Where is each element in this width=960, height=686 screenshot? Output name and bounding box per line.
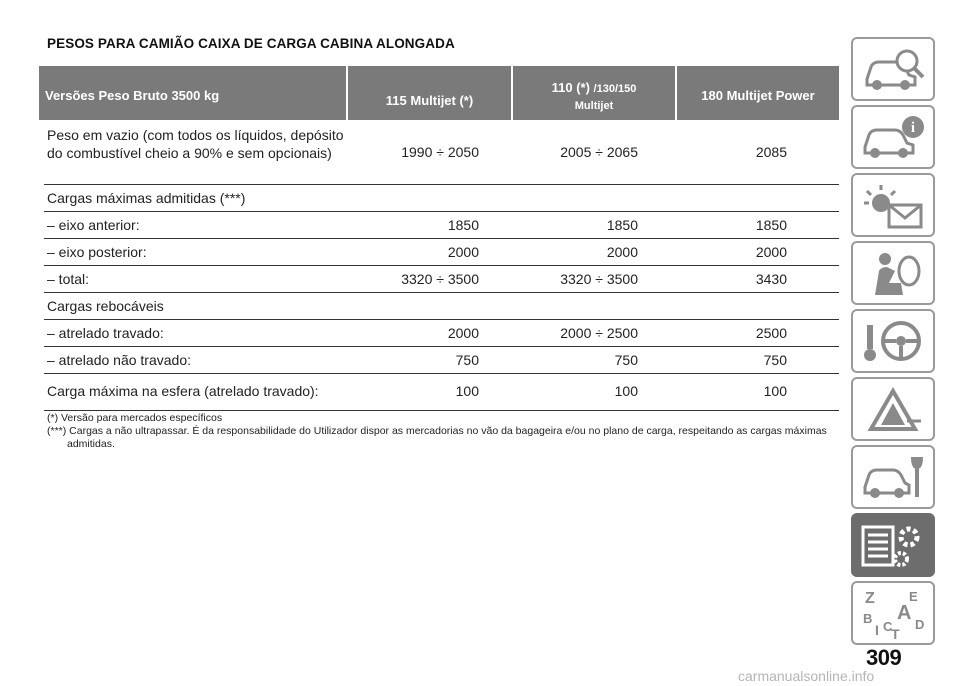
tab-car-search[interactable]	[851, 37, 935, 101]
table-row: Carga máxima na esfera (atrelado travado…	[44, 374, 839, 411]
row-label: – atrelado não travado:	[47, 352, 191, 368]
cell-value: 1990 ÷ 2050	[401, 144, 479, 160]
svg-text:C: C	[883, 619, 893, 634]
cell-value: 100	[614, 383, 638, 399]
cell-value: 3320 ÷ 3500	[401, 271, 479, 287]
breakdown-triangle-icon	[867, 387, 921, 431]
cell-value: 100	[763, 383, 787, 399]
tab-steering-key[interactable]	[851, 309, 935, 373]
row-label: – atrelado travado:	[47, 325, 164, 341]
footnote-1: (*) Versão para mercados específicos	[47, 412, 223, 424]
cell-value: 1850	[447, 217, 479, 233]
header-130-150-label: /130/150	[593, 83, 637, 95]
cell-value: 2005 ÷ 2065	[560, 144, 638, 160]
svg-text:D: D	[915, 617, 924, 632]
table-row: Cargas rebocáveis	[44, 293, 839, 320]
header-110-130-150-multijet: 110 (*) /130/150 Multijet	[513, 66, 675, 120]
cell-value: 750	[763, 352, 787, 368]
cell-value: 750	[455, 352, 479, 368]
header-versions: Versões Peso Bruto 3500 kg	[39, 66, 346, 120]
table-row: Cargas máximas admitidas (***)	[44, 185, 839, 212]
cell-value: 2000 ÷ 2500	[560, 325, 638, 341]
row-label: Cargas rebocáveis	[47, 298, 164, 314]
car-search-icon	[865, 49, 925, 90]
cell-value: 3430	[755, 271, 787, 287]
specs-gear-icon	[861, 525, 920, 567]
row-label: Cargas máximas admitidas (***)	[47, 190, 246, 206]
table-header: Versões Peso Bruto 3500 kg 115 Multijet …	[39, 66, 839, 120]
row-label: – eixo posterior:	[47, 244, 147, 260]
row-label: – total:	[47, 271, 90, 287]
footnote-2: (***) Cargas a não ultrapassar. É da res…	[47, 425, 827, 437]
cell-value: 2000	[447, 325, 479, 341]
svg-text:i: i	[911, 120, 915, 136]
table-row: – total: 3320 ÷ 3500 3320 ÷ 3500 3430	[44, 266, 839, 293]
airbag-seat-icon	[875, 253, 921, 295]
cell-value: 100	[455, 383, 479, 399]
cell-value: 2000	[447, 244, 479, 260]
row-label: – eixo anterior:	[47, 217, 140, 233]
table-row: – atrelado travado: 2000 2000 ÷ 2500 250…	[44, 320, 839, 347]
cell-value: 3320 ÷ 3500	[560, 271, 638, 287]
tab-warning-lights[interactable]	[851, 173, 935, 237]
cell-value: 1850	[606, 217, 638, 233]
watermark: carmanualsonline.info	[738, 668, 875, 684]
page-title: PESOS PARA CAMIÃO CAIXA DE CARGA CABINA …	[47, 36, 455, 51]
cell-value: 1850	[755, 217, 787, 233]
tab-specs-gear[interactable]	[851, 513, 935, 577]
car-wrench-icon	[863, 456, 923, 498]
cell-value: 2500	[755, 325, 787, 341]
row-label: Peso em vazio (com todos os líquidos, de…	[47, 127, 344, 161]
header-115-multijet: 115 Multijet (*)	[348, 66, 511, 120]
svg-text:B: B	[863, 611, 872, 626]
cell-value: 2085	[755, 144, 787, 160]
svg-text:I: I	[875, 622, 879, 638]
car-info-icon: i	[863, 116, 924, 158]
steering-key-icon	[864, 321, 921, 361]
table-row: Peso em vazio (com todos os líquidos, de…	[44, 120, 839, 185]
weights-table: Peso em vazio (com todos os líquidos, de…	[44, 120, 839, 411]
table-row: – atrelado não travado: 750 750 750	[44, 347, 839, 374]
tab-car-wrench[interactable]	[851, 445, 935, 509]
row-label: Carga máxima na esfera (atrelado travado…	[47, 383, 319, 399]
cell-value: 2000	[755, 244, 787, 260]
svg-text:E: E	[909, 589, 918, 604]
cell-value: 750	[614, 352, 638, 368]
footnotes: (*) Versão para mercados específicos (**…	[47, 412, 827, 451]
header-110-label: 110 (*)	[551, 80, 590, 95]
page-number: 309	[866, 645, 902, 670]
header-multijet-label: Multijet	[574, 100, 614, 112]
table-row: – eixo anterior: 1850 1850 1850	[44, 212, 839, 239]
cell-value: 2000	[606, 244, 638, 260]
svg-text:A: A	[897, 602, 911, 624]
table-row: – eixo posterior: 2000 2000 2000	[44, 239, 839, 266]
alphabet-index-icon: Z E A B I C D T	[863, 589, 924, 639]
header-180-multijet-power: 180 Multijet Power	[677, 66, 839, 120]
svg-text:T: T	[891, 626, 900, 639]
tab-breakdown-triangle[interactable]	[851, 377, 935, 441]
warning-lights-icon	[864, 185, 923, 229]
tab-car-info[interactable]: i	[851, 105, 935, 169]
tab-airbag-seat[interactable]	[851, 241, 935, 305]
footnote-2-continued: admitidas.	[67, 438, 115, 450]
svg-text:Z: Z	[865, 590, 875, 607]
tab-alphabet-index[interactable]: Z E A B I C D T	[851, 581, 935, 645]
